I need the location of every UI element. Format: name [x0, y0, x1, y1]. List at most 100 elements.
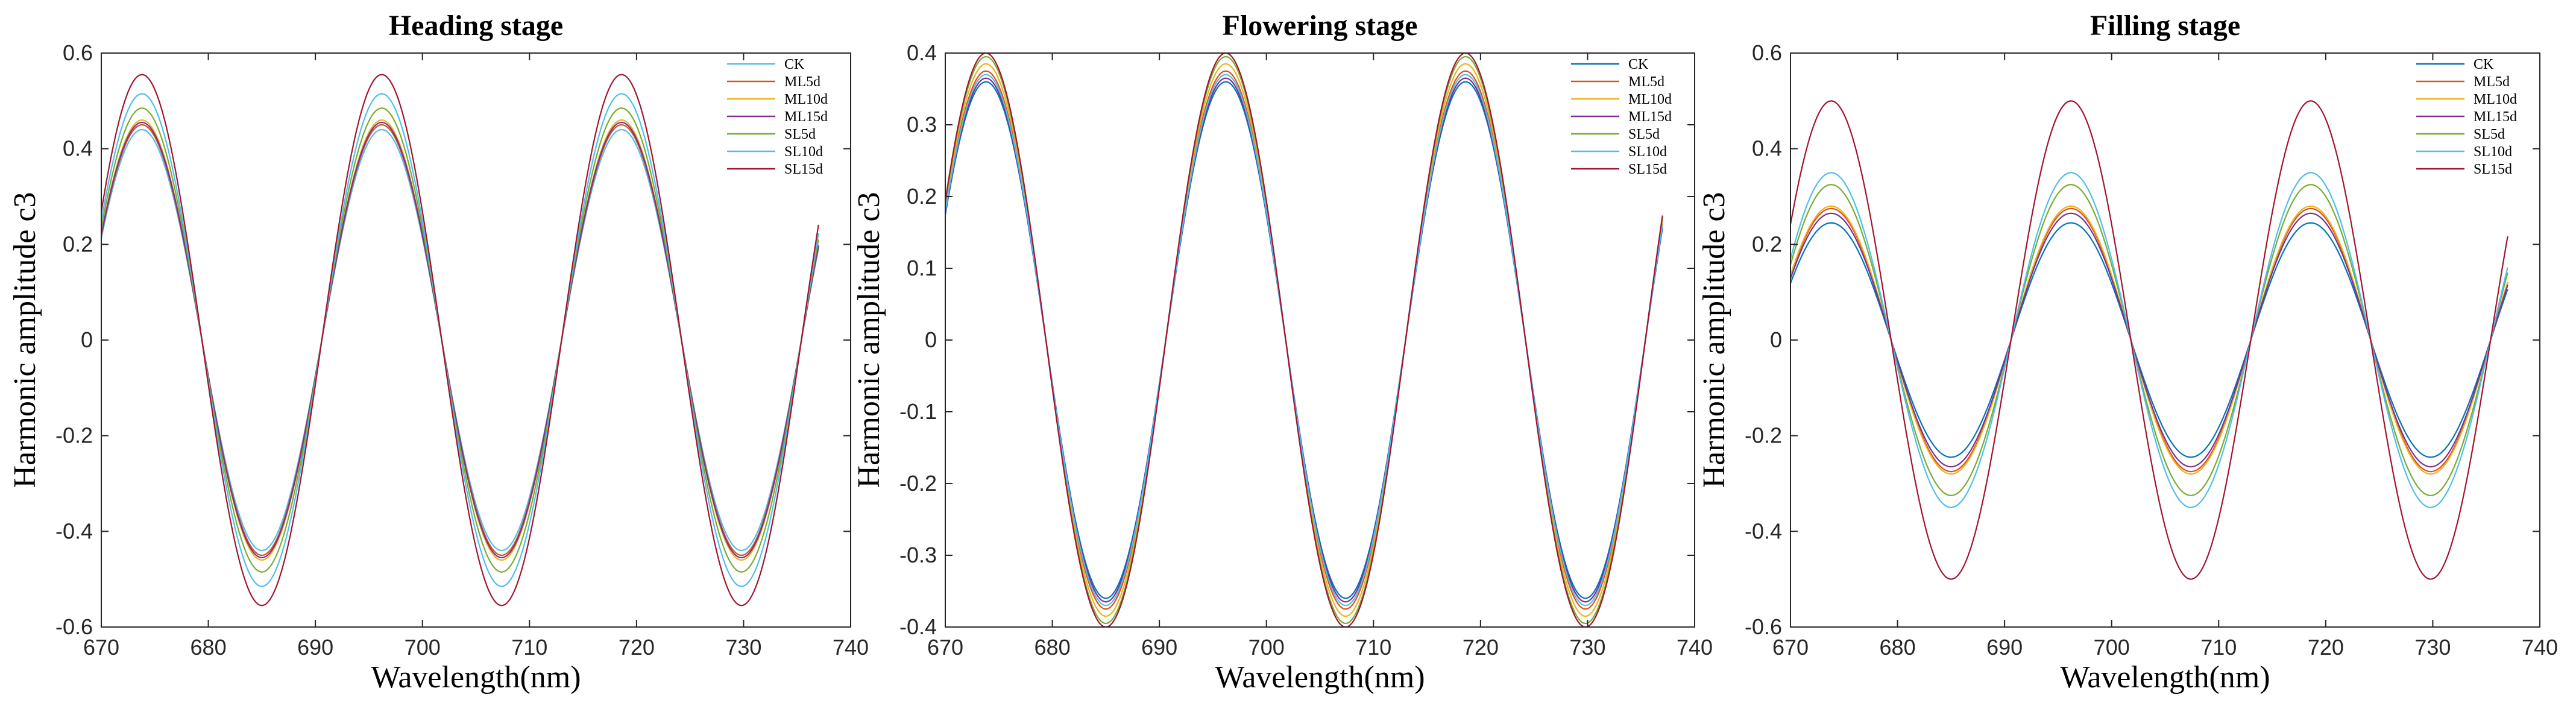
- x-tick-label: 740: [2522, 635, 2558, 660]
- series-line-ml15d: [1789, 212, 2508, 468]
- plot-frame: [1790, 52, 2540, 628]
- y-tick-label: -0.6: [1745, 614, 1782, 639]
- legend: CK ML5d ML10d ML15d SL5d SL10d SL15d: [1571, 57, 1672, 177]
- legend-label-ml15d: ML15d: [1628, 109, 1672, 125]
- series-line-ml15d: [100, 121, 819, 559]
- y-tick-label: 0.4: [63, 136, 93, 161]
- legend-label-sl15d: SL15d: [1628, 162, 1667, 177]
- legend-label-sl10d: SL10d: [784, 144, 823, 160]
- legend-label-ck: CK: [2474, 57, 2494, 72]
- legend: CK ML5d ML10d ML15d SL5d SL10d SL15d: [727, 57, 828, 177]
- x-tick-label: 690: [1986, 635, 2023, 660]
- chart-panel-flowering-stage: Flowering stage Wavelength(nm) Harmonic …: [852, 10, 1713, 695]
- x-tick-label: 690: [297, 635, 333, 660]
- y-tick-label: 0.2: [907, 184, 937, 209]
- x-tick-label: 700: [2094, 635, 2130, 660]
- y-tick-label: -0.2: [55, 423, 93, 448]
- y-tick-label: -0.3: [899, 543, 937, 567]
- plot-frame: [101, 52, 851, 628]
- legend-label-sl15d: SL15d: [2474, 162, 2512, 177]
- legend-label-ml15d: ML15d: [784, 109, 828, 125]
- series-line-sl10d: [100, 93, 819, 587]
- x-tick-label: 710: [511, 635, 547, 660]
- y-axis-label: Harmonic amplitude c3: [8, 192, 42, 488]
- y-tick-label: 0.6: [63, 40, 93, 65]
- y-tick-label: -0.6: [55, 614, 93, 639]
- series-line-sl5d: [100, 107, 819, 573]
- legend-label-ck: CK: [784, 57, 805, 72]
- y-tick-label: 0.1: [907, 256, 937, 280]
- legend-label-sl15d: SL15d: [784, 162, 823, 177]
- x-tick-label: 740: [833, 635, 869, 660]
- series-line-ck: [1789, 222, 2508, 458]
- chart-panel-heading-stage: Heading stage Wavelength(nm) Harmonic am…: [8, 10, 869, 695]
- chart-title: Heading stage: [389, 10, 563, 42]
- series-line-sl15d: [100, 74, 819, 607]
- legend-label-ml5d: ML5d: [1628, 74, 1664, 90]
- x-tick-label: 720: [2308, 635, 2344, 660]
- y-tick-label: -0.2: [1745, 423, 1782, 448]
- y-tick-label: -0.4: [1745, 518, 1782, 543]
- x-tick-label: 720: [619, 635, 655, 660]
- legend-label-sl10d: SL10d: [1628, 144, 1667, 160]
- y-tick-label: 0.3: [907, 112, 937, 137]
- series-line-ml10d: [944, 63, 1663, 617]
- series-lines: [100, 74, 819, 607]
- x-tick-label: 690: [1141, 635, 1177, 660]
- y-axis-label: Harmonic amplitude c3: [1697, 192, 1731, 488]
- legend-label-ml10d: ML10d: [784, 92, 828, 107]
- y-tick-label: -0.2: [899, 471, 937, 496]
- y-tick-label: -0.4: [899, 614, 937, 639]
- y-tick-label: 0: [925, 327, 937, 352]
- series-line-ml10d: [1789, 205, 2508, 475]
- y-tick-label: 0: [1770, 327, 1782, 352]
- legend-label-ml5d: ML5d: [2474, 74, 2510, 90]
- x-tick-label: 670: [927, 635, 963, 660]
- series-lines: [944, 52, 1663, 628]
- x-axis-label: Wavelength(nm): [2060, 660, 2270, 695]
- series-line-sl10d: [944, 74, 1663, 607]
- x-tick-label: 740: [1677, 635, 1713, 660]
- series-line-sl15d: [1789, 100, 2508, 580]
- legend-label-sl5d: SL5d: [784, 127, 816, 142]
- chart-panel-filling-stage: Filling stage Wavelength(nm) Harmonic am…: [1697, 10, 2558, 695]
- chart-title: Filling stage: [2090, 10, 2240, 42]
- x-tick-label: 700: [1249, 635, 1285, 660]
- legend-label-ml10d: ML10d: [1628, 92, 1672, 107]
- x-tick-label: 670: [83, 635, 119, 660]
- x-tick-label: 710: [2200, 635, 2237, 660]
- y-tick-label: 0.2: [63, 232, 93, 256]
- y-tick-label: -0.1: [899, 399, 937, 424]
- x-tick-label: 730: [1569, 635, 1605, 660]
- x-tick-label: 730: [725, 635, 761, 660]
- y-tick-label: 0.4: [907, 40, 937, 65]
- x-tick-label: 680: [1034, 635, 1071, 660]
- y-tick-label: -0.4: [55, 518, 93, 543]
- x-tick-label: 720: [1463, 635, 1499, 660]
- x-axis-label: Wavelength(nm): [1215, 660, 1425, 695]
- x-tick-label: 680: [1880, 635, 1916, 660]
- legend-label-sl10d: SL10d: [2474, 144, 2512, 160]
- x-tick-label: 680: [191, 635, 227, 660]
- series-line-sl5d: [1789, 184, 2508, 496]
- y-tick-label: 0.4: [1752, 136, 1782, 161]
- x-tick-label: 700: [405, 635, 441, 660]
- legend-label-sl5d: SL5d: [2474, 127, 2505, 142]
- legend-label-ml15d: ML15d: [2474, 109, 2517, 125]
- series-line-sl10d: [1789, 172, 2508, 508]
- series-line-sl15d: [944, 52, 1663, 628]
- y-tick-label: 0: [81, 327, 93, 352]
- legend-label-ml5d: ML5d: [784, 74, 820, 90]
- legend-label-ml10d: ML10d: [2474, 92, 2517, 107]
- x-axis-label: Wavelength(nm): [371, 660, 581, 695]
- x-tick-label: 710: [1355, 635, 1391, 660]
- y-tick-label: 0.6: [1752, 40, 1782, 65]
- legend-label-ck: CK: [1628, 57, 1649, 72]
- y-tick-label: 0.2: [1752, 232, 1782, 256]
- chart-title: Flowering stage: [1223, 10, 1418, 42]
- legend-label-sl5d: SL5d: [1628, 127, 1660, 142]
- y-axis-label: Harmonic amplitude c3: [852, 192, 886, 488]
- x-tick-label: 730: [2414, 635, 2451, 660]
- series-lines: [1789, 100, 2508, 580]
